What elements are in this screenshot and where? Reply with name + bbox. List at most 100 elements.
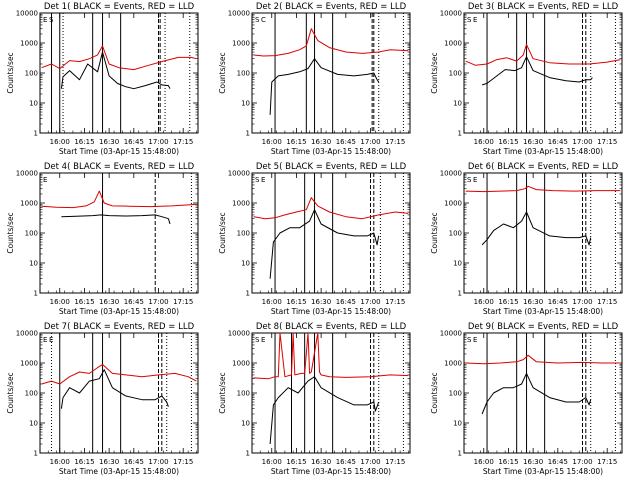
x-axis-label: Start Time (03-Apr-15 15:48:00)	[271, 467, 391, 476]
y-tick-label: 10	[453, 100, 462, 108]
x-tick-label: 16:30	[311, 458, 331, 466]
x-tick-label: 16:00	[474, 138, 494, 146]
y-tick-label: 10	[453, 260, 462, 268]
y-tick-label: 1	[246, 290, 250, 298]
events-series-line	[61, 214, 171, 225]
x-tick-label: 16:45	[548, 138, 568, 146]
x-tick-label: 17:15	[173, 138, 193, 146]
y-tick-label: 1000	[20, 200, 38, 208]
chart-panel-2: Det 2( BLACK = Events, RED = LLD 1 10 100 10…	[218, 2, 411, 156]
lld-series-line	[253, 197, 409, 220]
x-tick-label: 17:00	[148, 298, 168, 306]
x-axis-label: Start Time (03-Apr-15 15:48:00)	[483, 307, 603, 316]
corner-label: S	[255, 176, 260, 184]
x-tick-label: 16:30	[99, 298, 119, 306]
x-tick-label: 16:15	[74, 298, 94, 306]
y-tick-label: 10000	[440, 170, 462, 178]
x-tick-label: 17:15	[173, 458, 193, 466]
plot-frame	[251, 172, 411, 294]
x-tick-label: 17:00	[572, 298, 592, 306]
corner-label: C	[261, 16, 266, 24]
x-tick-label: 17:15	[597, 138, 617, 146]
lld-series-line	[41, 363, 197, 385]
events-series-line	[269, 58, 380, 115]
events-series-line	[481, 56, 593, 86]
events-series-line	[269, 209, 380, 279]
x-axis-label: Start Time (03-Apr-15 15:48:00)	[271, 307, 391, 316]
corner-label: S	[467, 336, 472, 344]
lld-series-line	[465, 43, 621, 66]
x-tick-label: 17:00	[572, 458, 592, 466]
x-axis-label: Start Time (03-Apr-15 15:48:00)	[59, 307, 179, 316]
y-tick-label: 1	[34, 450, 38, 458]
x-tick-label: 16:30	[311, 298, 331, 306]
events-series-line	[60, 51, 171, 90]
y-tick-label: 10000	[16, 10, 38, 18]
x-tick-label: 17:15	[385, 298, 405, 306]
x-tick-label: 16:15	[498, 298, 518, 306]
y-tick-label: 10000	[16, 330, 38, 338]
lld-series-line	[41, 190, 197, 209]
y-axis-label: Counts/sec	[6, 212, 15, 253]
x-tick-label: 16:45	[336, 138, 356, 146]
corner-label: E	[43, 176, 47, 184]
y-axis-label: Counts/sec	[6, 52, 15, 93]
corner-label: E	[43, 16, 47, 24]
corner-label: S	[467, 176, 472, 184]
x-tick-label: 16:30	[99, 138, 119, 146]
chart-panel-1: Det 1( BLACK = Events, RED = LLD 1 10 100 10…	[6, 2, 199, 156]
x-tick-label: 16:15	[498, 458, 518, 466]
corner-label: E	[473, 176, 477, 184]
corner-label: E	[261, 336, 265, 344]
chart-title: Det 4( BLACK = Events, RED = LLD	[44, 162, 195, 172]
x-axis-label: Start Time (03-Apr-15 15:48:00)	[59, 467, 179, 476]
x-tick-label: 17:00	[360, 138, 380, 146]
chart-title: Det 2( BLACK = Events, RED = LLD	[256, 2, 407, 12]
y-tick-label: 100	[25, 390, 38, 398]
plot-frame	[251, 332, 411, 454]
y-tick-label: 1	[34, 130, 38, 138]
y-tick-label: 100	[449, 230, 462, 238]
y-axis-label: Counts/sec	[430, 212, 439, 253]
x-tick-label: 16:00	[262, 458, 282, 466]
plot-frame	[463, 12, 623, 134]
chart-title: Det 3( BLACK = Events, RED = LLD	[468, 2, 619, 12]
x-tick-label: 16:30	[523, 138, 543, 146]
y-axis-label: Counts/sec	[218, 212, 227, 253]
x-tick-label: 16:30	[523, 298, 543, 306]
y-tick-label: 1	[458, 290, 462, 298]
x-tick-label: 16:00	[474, 458, 494, 466]
y-tick-label: 1000	[444, 40, 462, 48]
y-tick-label: 1000	[20, 40, 38, 48]
chart-panel-7: Det 7( BLACK = Events, RED = LLD 1 10 100 10…	[6, 322, 199, 476]
y-axis-label: Counts/sec	[6, 372, 15, 413]
lld-series-line	[41, 45, 197, 71]
plot-frame	[39, 172, 199, 294]
corner-label: E	[473, 16, 477, 24]
x-tick-label: 16:30	[99, 458, 119, 466]
corner-label: E	[43, 336, 47, 344]
y-tick-label: 10000	[440, 10, 462, 18]
x-tick-label: 16:45	[124, 458, 144, 466]
plot-frame	[251, 12, 411, 134]
y-tick-label: 100	[237, 70, 250, 78]
corner-label: S	[49, 16, 54, 24]
y-tick-label: 10	[241, 100, 250, 108]
x-tick-label: 17:15	[173, 298, 193, 306]
y-tick-label: 10000	[440, 330, 462, 338]
y-tick-label: 1	[458, 450, 462, 458]
y-tick-label: 100	[237, 230, 250, 238]
x-tick-label: 16:45	[548, 298, 568, 306]
x-tick-label: 16:15	[286, 458, 306, 466]
y-tick-label: 10	[29, 260, 38, 268]
events-series-line	[481, 372, 592, 415]
chart-title: Det 8( BLACK = Events, RED = LLD	[256, 322, 407, 332]
chart-title: Det 5( BLACK = Events, RED = LLD	[256, 162, 407, 172]
x-tick-label: 16:30	[523, 458, 543, 466]
chart-panel-6: Det 6( BLACK = Events, RED = LLD 1 10 100 10…	[430, 162, 623, 316]
lld-series-line	[465, 354, 621, 365]
x-tick-label: 17:15	[385, 138, 405, 146]
y-tick-label: 10	[29, 100, 38, 108]
y-tick-label: 10	[241, 420, 250, 428]
x-tick-label: 17:00	[148, 458, 168, 466]
